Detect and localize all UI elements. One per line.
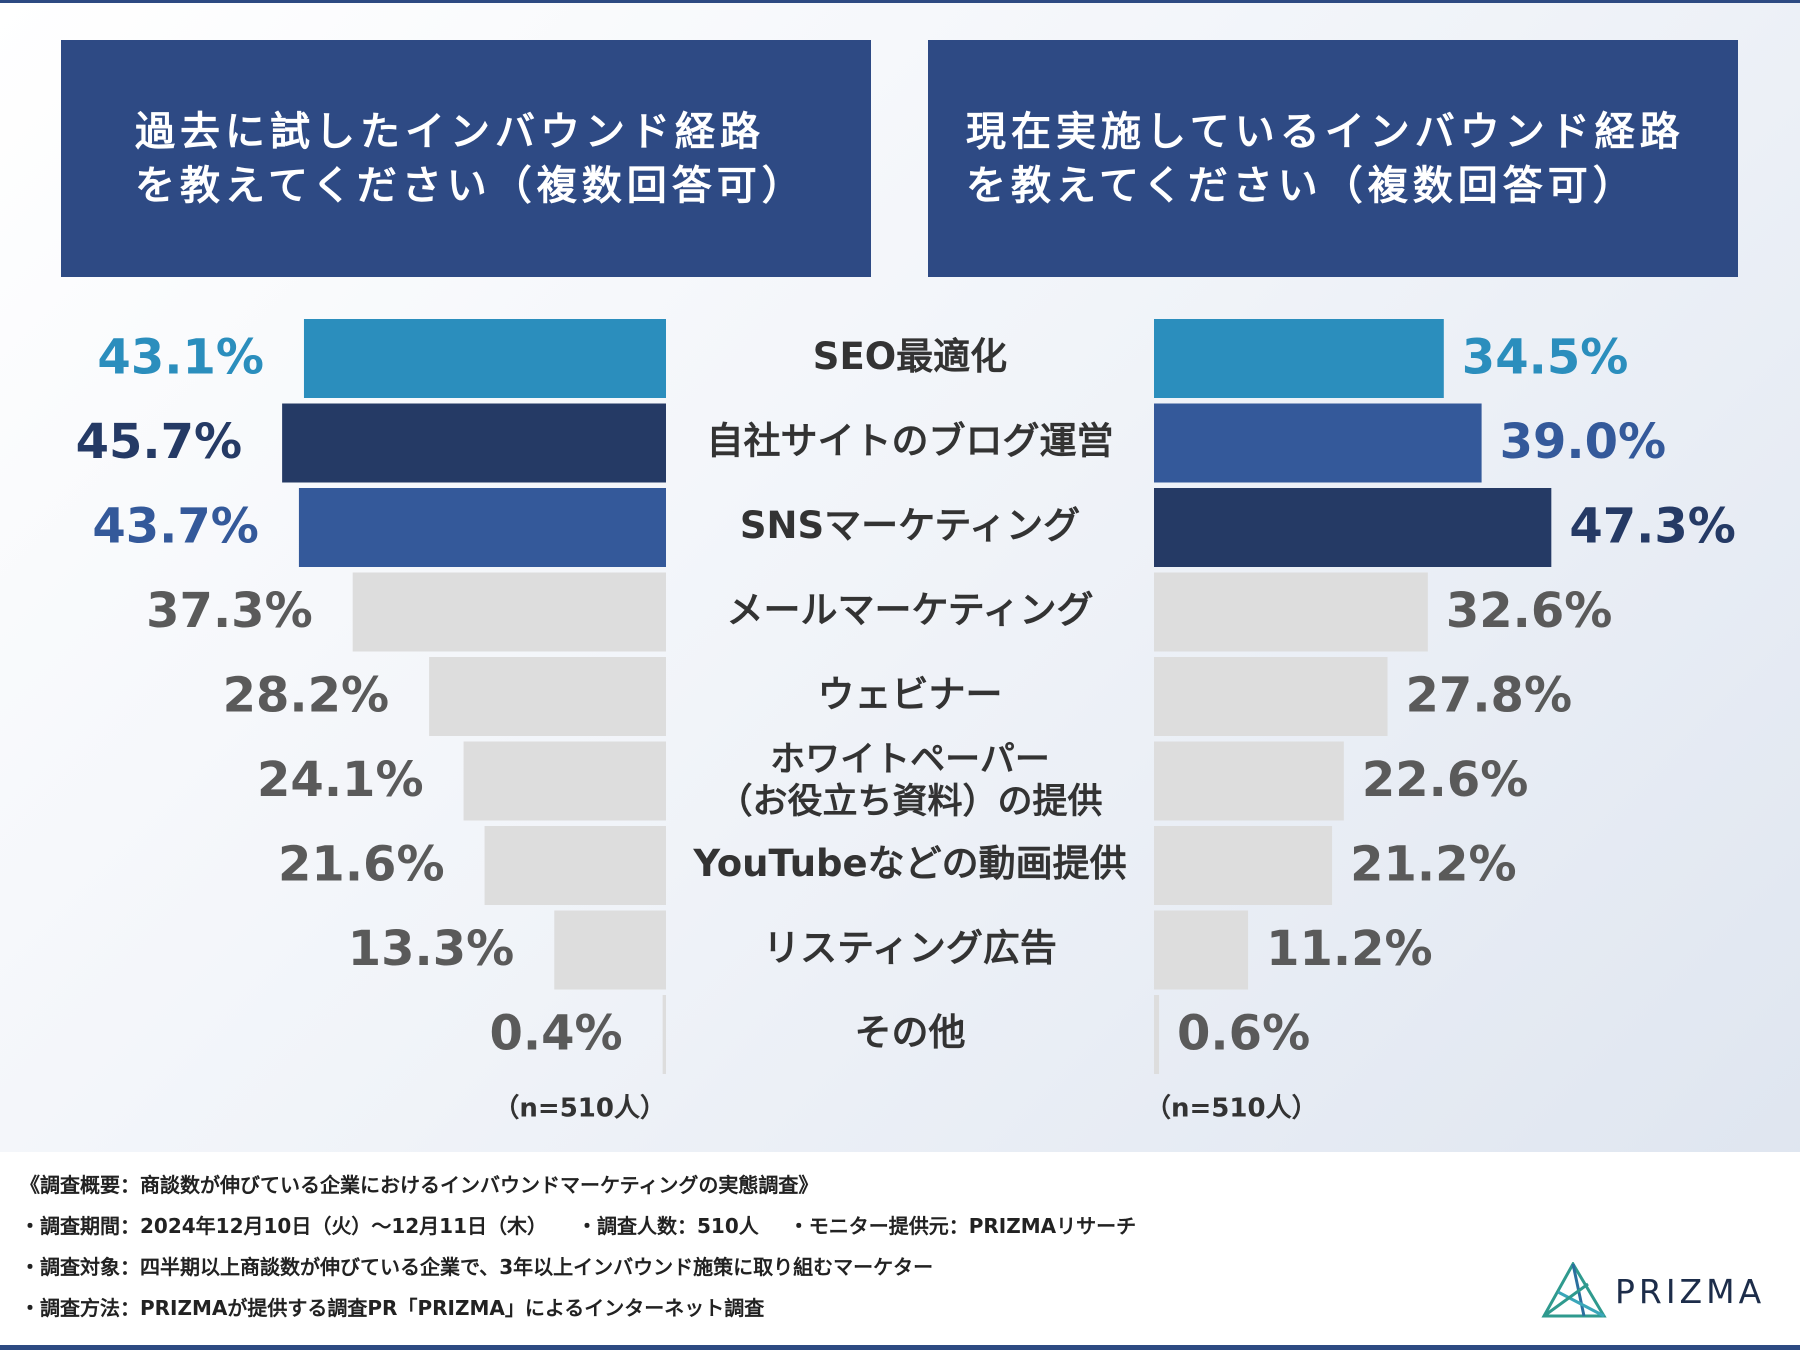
left-bar: [303, 319, 666, 398]
category-label: ウェビナー: [818, 673, 1003, 716]
category-label: メールマーケティング: [726, 589, 1093, 632]
prizma-logo: PRIZMA: [1540, 1260, 1780, 1318]
butterfly-bar-chart: SEO最適化 43.1% 34.5% 自社サイトのブログ運営 45.7% 39.0% SNS…: [76, 319, 1736, 1124]
left-question-title: 過去に試したインバウンド経路 を教えてください（複数回答可）: [135, 108, 807, 209]
right-value-label: 22.6%: [1362, 752, 1529, 808]
left-sample-size: （n=510人）: [493, 1094, 666, 1124]
right-value-label: 47.3%: [1569, 499, 1736, 555]
left-value-label: 13.3%: [348, 921, 515, 977]
left-value-label: 37.3%: [146, 583, 313, 639]
left-value-label: 24.1%: [257, 752, 424, 808]
left-bar: [429, 657, 666, 736]
survey-provider: ・モニター提供元：PRIZMAリサーチ: [788, 1214, 1137, 1238]
category-label: ホワイトペーパー: [770, 740, 1050, 780]
left-question-header: 過去に試したインバウンド経路 を教えてください（複数回答可）: [61, 40, 871, 277]
right-bar: [1154, 995, 1160, 1074]
left-value-label: 0.4%: [490, 1006, 623, 1062]
right-value-label: 11.2%: [1266, 921, 1433, 977]
survey-details-line: ・調査期間：2024年12月10日（火）〜12月11日（木） ・調査人数：510人…: [20, 1210, 1136, 1239]
category-label: その他: [855, 1011, 966, 1054]
right-question-title: 現在実施しているインバウンド経路 を教えてください（複数回答可）: [966, 108, 1685, 209]
survey-period: ・調査期間：2024年12月10日（火）〜12月11日（木）: [20, 1214, 547, 1238]
left-value-label: 21.6%: [278, 837, 445, 893]
right-bar: [1154, 910, 1249, 990]
top-border: [0, 0, 1800, 3]
survey-method: ・調査方法：PRIZMAが提供する調査PR「PRIZMA」によるインターネット調…: [20, 1296, 765, 1320]
category-label: YouTubeなどの動画提供: [692, 842, 1126, 885]
right-bar: [1154, 741, 1344, 821]
left-bar: [484, 826, 666, 905]
left-bar: [554, 910, 666, 990]
survey-summary: 《調査概要：商談数が伸びている企業におけるインバウンドマーケティングの実態調査》: [20, 1173, 819, 1197]
category-label: SEO最適化: [813, 335, 1007, 378]
right-sample-size: （n=510人）: [1145, 1094, 1318, 1124]
prism-triangle-icon: [1541, 1260, 1607, 1318]
survey-overview-footer: 《調査概要：商談数が伸びている企業におけるインバウンドマーケティングの実態調査》…: [0, 1152, 1800, 1345]
right-bar: [1154, 488, 1552, 567]
left-bar: [282, 403, 666, 483]
left-value-label: 45.7%: [76, 414, 243, 470]
left-bar: [352, 572, 666, 652]
left-bar: [298, 488, 666, 567]
right-value-label: 0.6%: [1177, 1006, 1310, 1062]
right-value-label: 39.0%: [1500, 414, 1667, 470]
right-value-label: 21.2%: [1350, 837, 1517, 893]
right-question-header: 現在実施しているインバウンド経路 を教えてください（複数回答可）: [928, 40, 1738, 277]
right-bar: [1154, 403, 1482, 483]
right-value-label: 27.8%: [1406, 668, 1573, 724]
logo-text: PRIZMA: [1615, 1272, 1766, 1311]
right-bar: [1154, 657, 1388, 736]
category-label: 自社サイトのブログ運営: [707, 420, 1114, 463]
left-value-label: 28.2%: [223, 668, 390, 724]
right-value-label: 34.5%: [1462, 330, 1629, 386]
survey-respondents: ・調査人数：510人: [577, 1214, 759, 1238]
right-bar: [1154, 572, 1428, 652]
survey-target: ・調査対象：四半期以上商談数が伸びている企業で、3年以上インバウンド施策に取り組…: [20, 1255, 934, 1279]
category-label: リスティング広告: [763, 927, 1057, 970]
right-bar: [1154, 319, 1444, 398]
category-label: （お役立ち資料）の提供: [717, 782, 1102, 822]
left-bar: [463, 741, 666, 821]
right-value-label: 32.6%: [1446, 583, 1613, 639]
left-bar: [662, 995, 666, 1074]
left-value-label: 43.7%: [92, 499, 259, 555]
right-bar: [1154, 826, 1333, 905]
bottom-border: [0, 1345, 1800, 1350]
category-label: SNSマーケティング: [740, 504, 1080, 547]
left-value-label: 43.1%: [97, 330, 264, 386]
